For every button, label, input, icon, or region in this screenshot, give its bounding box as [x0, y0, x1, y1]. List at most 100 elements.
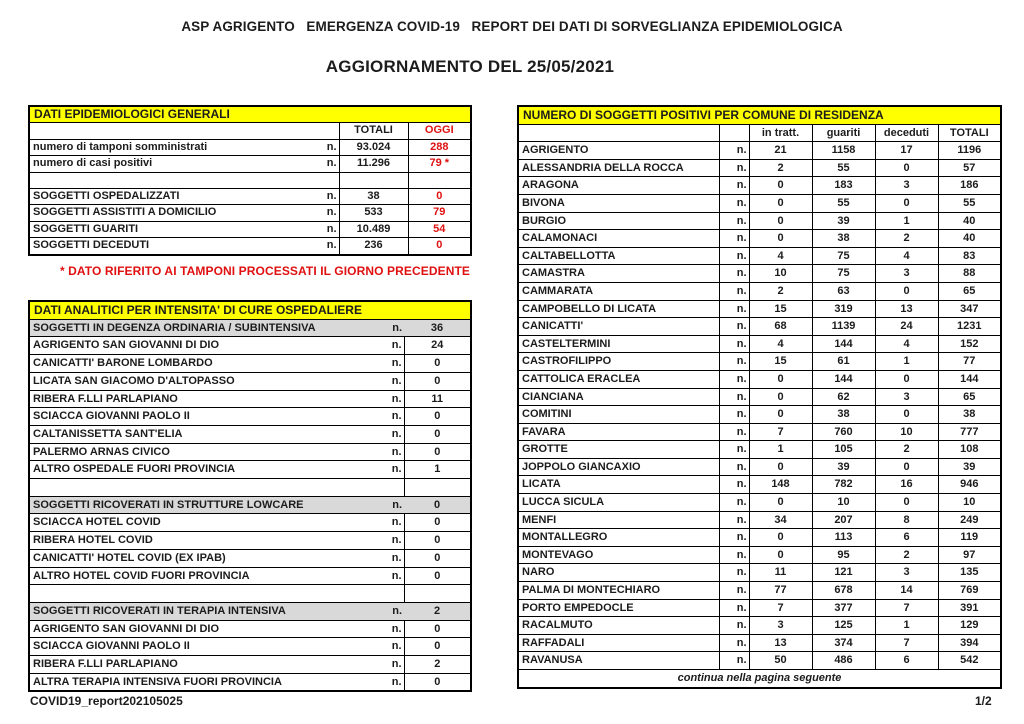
comune-row: ARAGONA n. 0 183 3 186 [517, 176, 1002, 195]
row-label: AGRIGENTO SAN GIOVANNI DI DIO [28, 336, 376, 356]
guariti-value: 55 [811, 193, 876, 213]
guariti-value: 183 [811, 176, 876, 195]
totali-value: 236 [338, 237, 409, 256]
guariti-value: 121 [811, 563, 876, 583]
bed-count-value [403, 584, 472, 603]
bed-count-value: 0 [403, 407, 472, 426]
n-abbrev: n. [718, 176, 750, 195]
comune-totali-value: 83 [937, 246, 1002, 266]
comune-totali-value: 38 [937, 405, 1002, 424]
n-abbrev: n. [718, 598, 750, 618]
epidemiology-row: SOGGETTI GUARITI n. 10.489 54 [28, 220, 472, 239]
comune-row: NARO n. 11 121 3 135 [517, 563, 1002, 583]
totali-value: 93.024 [338, 138, 409, 157]
spacer-row [28, 584, 472, 603]
n-abbrev: n. [376, 460, 405, 480]
deceduti-value: 3 [874, 176, 939, 195]
oggi-value: 79 * [407, 155, 472, 173]
in-tratt-value: 2 [748, 158, 813, 178]
n-abbrev: n. [718, 369, 750, 389]
in-tratt-value: 0 [748, 387, 813, 407]
comune-name: MONTALLEGRO [517, 528, 720, 547]
deceduti-value: 6 [874, 528, 939, 547]
guariti-value: 207 [811, 510, 876, 530]
bed-count-value: 0 [403, 531, 472, 550]
n-abbrev [311, 171, 340, 190]
n-abbrev: n. [376, 531, 405, 550]
comuni-table-title-row: NUMERO DI SOGGETTI POSITIVI PER COMUNE D… [517, 105, 1002, 125]
comune-row: RAFFADALI n. 13 374 7 394 [517, 633, 1002, 653]
comune-name: GROTTE [517, 440, 720, 459]
deceduti-value: 0 [874, 193, 939, 213]
hospital-row: ALTRA TERAPIA INTENSIVA FUORI PROVINCIA n… [28, 672, 472, 692]
hospital-row: CANICATTI' HOTEL COVID (EX IPAB) n. 0 [28, 548, 472, 568]
n-abbrev: n. [718, 651, 750, 670]
comune-row: GROTTE n. 1 105 2 108 [517, 440, 1002, 459]
comune-totali-value: 152 [937, 334, 1002, 354]
comune-name: PALMA DI MONTECHIARO [517, 581, 720, 600]
in-tratt-value: 4 [748, 334, 813, 354]
comune-name: CASTELTERMINI [517, 334, 720, 354]
comune-row: RACALMUTO n. 3 125 1 129 [517, 616, 1002, 635]
n-abbrev [376, 478, 405, 497]
in-tratt-value: 21 [748, 141, 813, 160]
guariti-value: 377 [811, 598, 876, 618]
hospital-subtotal-row: SOGGETTI RICOVERATI IN STRUTTURE LOWCARE… [28, 495, 472, 515]
totali-value: 11.296 [338, 155, 409, 173]
oggi-value: 0 [407, 237, 472, 256]
deceduti-value: 14 [874, 581, 939, 600]
comune-name: CATTOLICA ERACLEA [517, 369, 720, 389]
comune-row: LUCCA SICULA n. 0 10 0 10 [517, 493, 1002, 512]
deceduti-value: 0 [874, 493, 939, 512]
n-abbrev: n. [718, 229, 750, 248]
n-abbrev: n. [718, 211, 750, 231]
comune-row: CASTROFILIPPO n. 15 61 1 77 [517, 352, 1002, 371]
comune-totali-value: 40 [937, 211, 1002, 231]
row-label: SOGGETTI GUARITI [28, 220, 311, 239]
hospital-row: ALTRO OSPEDALE FUORI PROVINCIA n. 1 [28, 460, 472, 480]
oggi-column-header: OGGI [407, 122, 472, 140]
comune-row: CALAMONACI n. 0 38 2 40 [517, 229, 1002, 248]
row-label: SOGGETTI ASSISTITI A DOMICILIO [28, 204, 311, 222]
row-label: SOGGETTI RICOVERATI IN STRUTTURE LOWCARE [28, 495, 376, 515]
n-abbrev: n. [718, 475, 750, 495]
comune-row: MENFI n. 34 207 8 249 [517, 510, 1002, 530]
guariti-value: 95 [811, 545, 876, 565]
in-tratt-value: 15 [748, 352, 813, 371]
comune-name: CAMASTRA [517, 264, 720, 283]
oggi-value: 79 [407, 204, 472, 222]
guariti-value: 75 [811, 264, 876, 283]
comune-totali-value: 97 [937, 545, 1002, 565]
comune-row: BIVONA n. 0 55 0 55 [517, 193, 1002, 213]
row-label: SOGGETTI DECEDUTI [28, 237, 311, 256]
n-abbrev: n. [376, 371, 405, 391]
hospital-care-table: DATI ANALITICI PER INTENSITA' DI CURE OS… [28, 300, 472, 693]
comune-row: CAMMARATA n. 2 63 0 65 [517, 281, 1002, 301]
comune-name: CAMMARATA [517, 281, 720, 301]
epidemiology-row: SOGGETTI DECEDUTI n. 236 0 [28, 237, 472, 256]
n-abbrev: n. [718, 581, 750, 600]
totali-value: 533 [338, 204, 409, 222]
totali-value: 10.489 [338, 220, 409, 239]
comune-name: CALAMONACI [517, 229, 720, 248]
comune-row: CALTABELLOTTA n. 4 75 4 83 [517, 246, 1002, 266]
row-label: CALTANISSETTA SANT'ELIA [28, 424, 376, 444]
bed-count-value: 0 [404, 495, 472, 515]
epidemiology-row: numero di tamponi somministrati n. 93.024 2… [28, 138, 472, 157]
n-abbrev: n. [376, 601, 404, 621]
comune-totali-value: 186 [937, 176, 1002, 195]
n-abbrev: n. [718, 352, 750, 371]
row-label [28, 584, 376, 603]
guariti-value: 486 [811, 651, 876, 670]
row-label: SOGGETTI RICOVERATI IN TERAPIA INTENSIVA [28, 601, 376, 621]
comune-name: NARO [517, 563, 720, 583]
comune-totali-value: 55 [937, 193, 1002, 213]
bed-count-value: 0 [403, 566, 472, 586]
row-label: ALTRA TERAPIA INTENSIVA FUORI PROVINCIA [28, 672, 376, 692]
totali-column-header: TOTALI [338, 122, 409, 140]
n-abbrev: n. [376, 655, 405, 674]
bed-count-value: 36 [404, 318, 472, 338]
hospital-row: ALTRO HOTEL COVID FUORI PROVINCIA n. 0 [28, 566, 472, 586]
guariti-value: 125 [811, 616, 876, 635]
n-abbrev: n. [376, 566, 405, 586]
